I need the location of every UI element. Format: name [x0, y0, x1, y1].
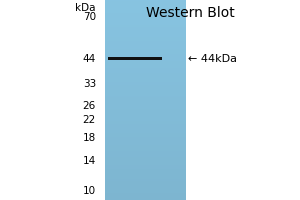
Text: 22: 22	[83, 115, 96, 125]
Text: 44: 44	[83, 54, 96, 64]
Text: 33: 33	[83, 79, 96, 89]
Text: kDa: kDa	[76, 3, 96, 13]
Text: Western Blot: Western Blot	[146, 6, 235, 20]
Text: 18: 18	[83, 133, 96, 143]
Text: 10: 10	[83, 186, 96, 196]
Text: 14: 14	[83, 156, 96, 166]
Text: 26: 26	[83, 101, 96, 111]
Text: 70: 70	[83, 12, 96, 22]
Text: ← 44kDa: ← 44kDa	[188, 54, 236, 64]
